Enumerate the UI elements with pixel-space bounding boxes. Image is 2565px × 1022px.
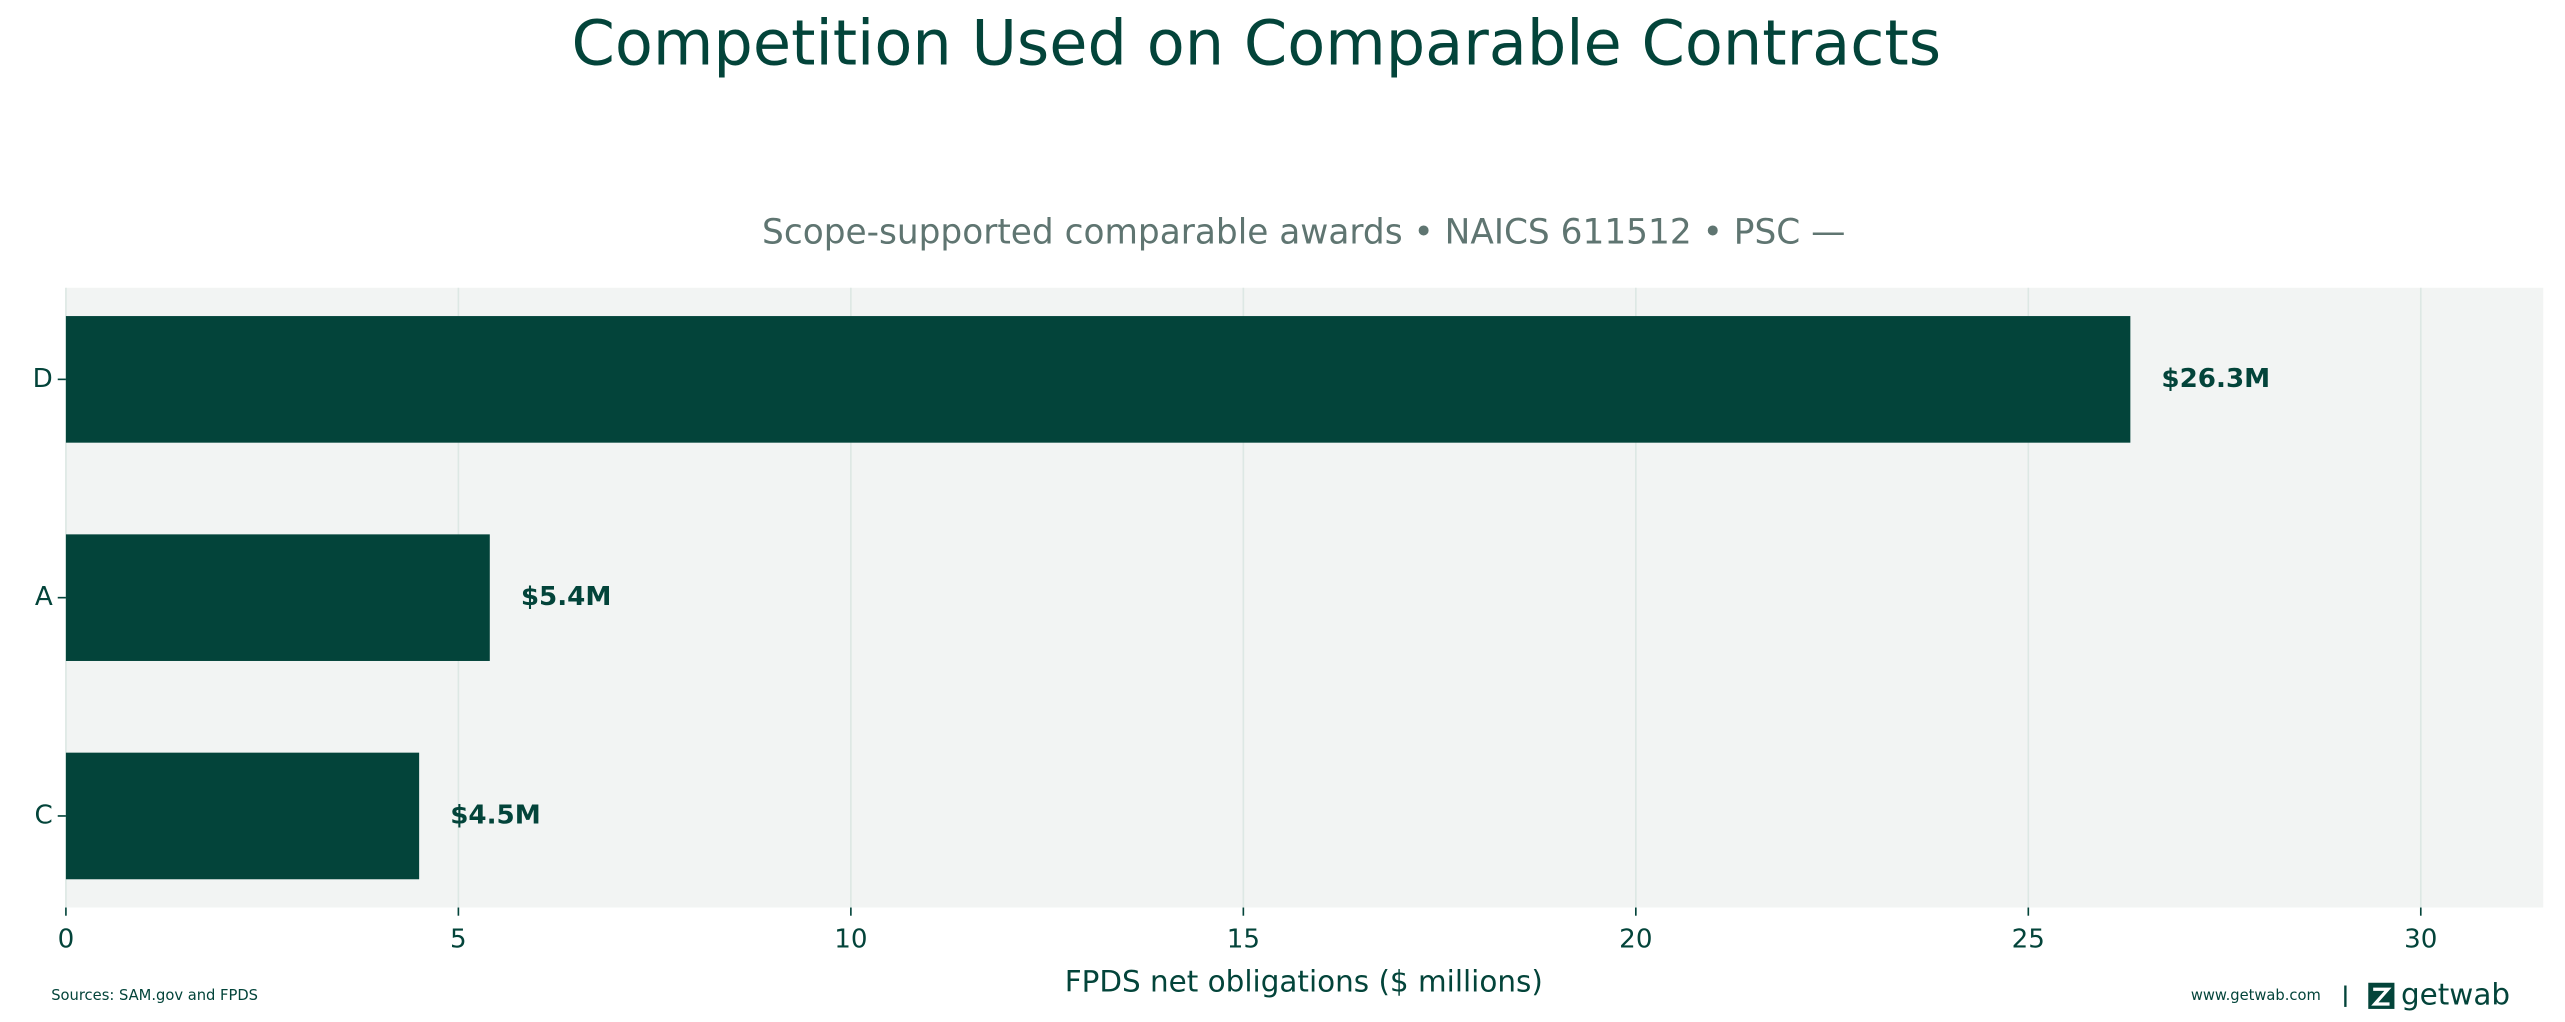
- bar: [65, 752, 420, 880]
- bar: [65, 316, 2131, 443]
- y-tick-label: C: [35, 800, 53, 830]
- website: www.getwab.com: [2191, 987, 2321, 1004]
- value-label: $4.5M: [450, 800, 541, 830]
- x-tick-label: 15: [1227, 925, 1260, 955]
- bar: [65, 534, 490, 661]
- value-label: $26.3M: [2161, 364, 2270, 394]
- y-tick-label: A: [35, 582, 53, 612]
- chart-title: Competition Used on Comparable Contracts: [572, 6, 1942, 79]
- brand-logo-icon: [2368, 982, 2395, 1009]
- x-tick-label: 0: [58, 925, 75, 955]
- x-tick-label: 5: [450, 925, 467, 955]
- brand-name: getwab: [2401, 977, 2510, 1011]
- value-label: $5.4M: [521, 582, 612, 612]
- x-tick-label: 30: [2404, 925, 2437, 955]
- x-tick-label: 20: [1619, 925, 1652, 955]
- separator: |: [2341, 983, 2349, 1008]
- y-tick-label: D: [33, 364, 53, 394]
- x-tick-label: 10: [834, 925, 867, 955]
- x-tick-label: 25: [2012, 925, 2045, 955]
- x-axis-label: FPDS net obligations ($ millions): [1065, 964, 1543, 998]
- chart-subtitle: Scope-supported comparable awards • NAIC…: [762, 212, 1845, 252]
- source-note: Sources: SAM.gov and FPDS: [51, 987, 258, 1004]
